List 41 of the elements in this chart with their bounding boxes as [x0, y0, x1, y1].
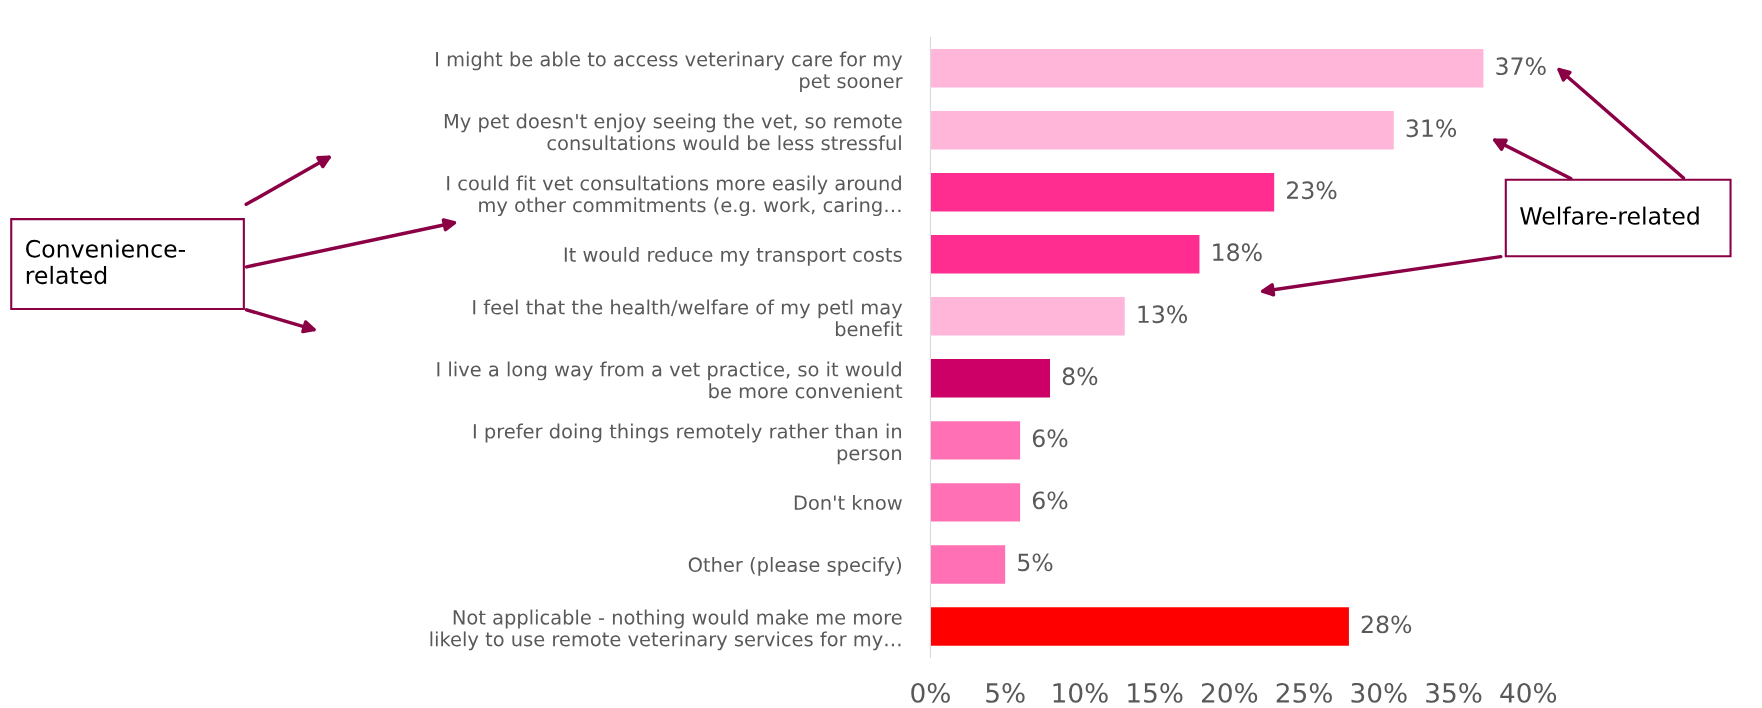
x-tick-label: 30%	[1351, 682, 1407, 703]
x-tick-label: 0%	[911, 682, 950, 703]
x-tick-label: 20%	[1201, 682, 1258, 703]
annotation: Welfare-related	[1520, 206, 1699, 225]
data-label: 5%	[1018, 553, 1053, 572]
y-tick-label: Don't know	[794, 495, 902, 511]
x-tick-label: 15%	[1128, 682, 1183, 703]
bar	[930, 545, 1006, 584]
y-tick-label: I prefer doing things remotely rather than in person	[473, 423, 902, 465]
data-label: 18%	[1213, 243, 1262, 262]
data-label: 23%	[1287, 181, 1337, 200]
bar	[930, 421, 1021, 460]
bar	[930, 607, 1349, 646]
data-label: 31%	[1406, 119, 1457, 138]
data-label: 37%	[1496, 57, 1546, 76]
y-tick-label: Other (please specify)	[688, 557, 901, 576]
bar	[930, 111, 1394, 150]
x-tick-label: 35%	[1426, 682, 1482, 703]
bar	[930, 359, 1051, 398]
bar	[930, 173, 1275, 212]
bar	[930, 49, 1484, 88]
y-tick-label: Not applicable - nothing would make me more likely to use remote veterinary services for my…	[430, 609, 902, 651]
data-label: 6%	[1032, 429, 1068, 448]
y-tick-label: I might be able to access veterinary care for my pet sooner	[436, 51, 903, 93]
data-label: 13%	[1138, 305, 1188, 324]
bar	[930, 297, 1125, 336]
data-label: 8%	[1062, 367, 1098, 386]
y-tick-label: My pet doesn't enjoy seeing the vet, so remote consultations would be less stressful	[444, 113, 902, 151]
bar	[930, 235, 1200, 274]
x-tick-label: 25%	[1276, 682, 1332, 703]
x-tick-label: 5%	[986, 682, 1025, 703]
data-label: 6%	[1032, 491, 1068, 510]
y-tick-label: I could fit vet consultations more easily around my other commitments (e.g. work, caring…	[447, 175, 901, 217]
y-tick-label: It would reduce my transport costs	[564, 246, 902, 266]
x-tick-label: 10%	[1053, 682, 1108, 703]
y-tick-label: I live a long way from a vet practice, so it would be more convenient	[437, 361, 903, 399]
x-tick-label: 40%	[1500, 682, 1557, 703]
y-tick-label: I feel that the health/welfare of my petl may benefit	[473, 299, 903, 337]
text: Convenience- related	[26, 239, 186, 285]
data-label: 28%	[1361, 615, 1412, 634]
bar	[930, 483, 1021, 522]
